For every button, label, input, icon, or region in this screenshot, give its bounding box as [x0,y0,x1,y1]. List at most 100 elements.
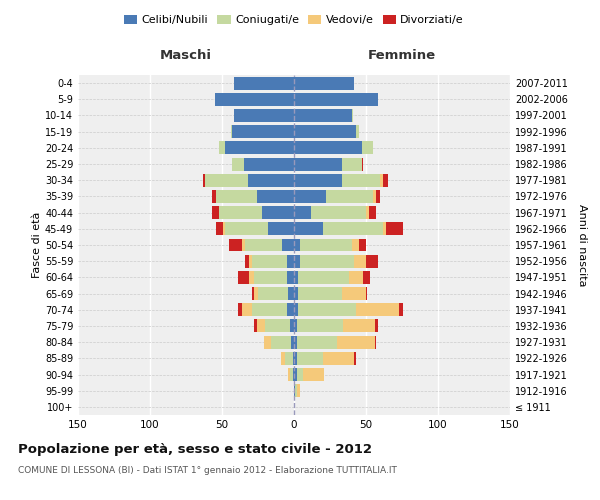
Bar [291,336,294,348]
Bar [294,158,362,170]
Bar [293,368,294,381]
Bar [233,76,294,90]
Bar [288,368,294,381]
Bar [294,238,359,252]
Bar [245,254,294,268]
Bar [294,190,373,203]
Bar [294,287,366,300]
Bar [219,142,294,154]
Bar [225,222,294,235]
Bar [294,336,376,348]
Bar [233,76,294,90]
Bar [294,76,355,90]
Bar [294,352,355,365]
Bar [254,287,294,300]
Bar [294,304,356,316]
Bar [294,352,297,365]
Bar [294,287,367,300]
Bar [268,222,294,235]
Bar [294,93,377,106]
Bar [265,320,294,332]
Bar [294,206,366,219]
Bar [294,238,300,252]
Bar [294,384,300,397]
Bar [271,336,294,348]
Bar [294,320,377,332]
Bar [293,352,294,365]
Y-axis label: Fasce di età: Fasce di età [32,212,42,278]
Bar [294,174,380,186]
Bar [230,125,294,138]
Bar [232,158,294,170]
Bar [294,158,341,170]
Bar [233,109,294,122]
Bar [294,93,377,106]
Bar [216,222,294,235]
Bar [286,352,294,365]
Bar [219,206,294,219]
Bar [232,158,294,170]
Legend: Celibi/Nubili, Coniugati/e, Vedovi/e, Divorziati/e: Celibi/Nubili, Coniugati/e, Vedovi/e, Di… [119,10,469,30]
Bar [242,304,294,316]
Bar [294,271,363,284]
Bar [294,174,341,186]
Bar [238,304,294,316]
Bar [215,93,294,106]
Bar [294,304,298,316]
Bar [294,142,362,154]
Bar [283,238,294,252]
Bar [294,352,356,365]
Bar [216,190,294,203]
Bar [230,125,294,138]
Bar [294,109,353,122]
Bar [294,174,383,186]
Bar [294,142,373,154]
Bar [233,109,294,122]
Bar [294,190,326,203]
Bar [294,238,352,252]
Bar [294,336,337,348]
Text: COMUNE DI LESSONA (BI) - Dati ISTAT 1° gennaio 2012 - Elaborazione TUTTITALIA.IT: COMUNE DI LESSONA (BI) - Dati ISTAT 1° g… [18,466,397,475]
Bar [230,125,294,138]
Bar [294,93,377,106]
Bar [264,336,294,348]
Bar [252,254,294,268]
Bar [288,368,294,381]
Bar [203,174,294,186]
Bar [215,93,294,106]
Bar [294,206,311,219]
Bar [294,336,374,348]
Bar [294,76,355,90]
Bar [290,320,294,332]
Bar [244,158,294,170]
Bar [294,142,373,154]
Bar [294,320,297,332]
Bar [233,76,294,90]
Bar [294,254,377,268]
Bar [294,271,370,284]
Bar [294,271,298,284]
Bar [294,304,403,316]
Bar [264,336,294,348]
Bar [294,190,376,203]
Bar [294,142,373,154]
Bar [294,190,380,203]
Bar [290,368,294,381]
Bar [281,352,294,365]
Bar [294,76,355,90]
Bar [294,254,366,268]
Bar [294,76,355,90]
Bar [245,238,294,252]
Bar [219,142,294,154]
Bar [242,238,294,252]
Bar [250,254,294,268]
Text: Popolazione per età, sesso e stato civile - 2012: Popolazione per età, sesso e stato civil… [18,442,372,456]
Bar [257,190,294,203]
Bar [281,352,294,365]
Bar [257,320,294,332]
Bar [252,287,294,300]
Bar [294,368,324,381]
Bar [294,336,297,348]
Bar [294,222,386,235]
Bar [288,287,294,300]
